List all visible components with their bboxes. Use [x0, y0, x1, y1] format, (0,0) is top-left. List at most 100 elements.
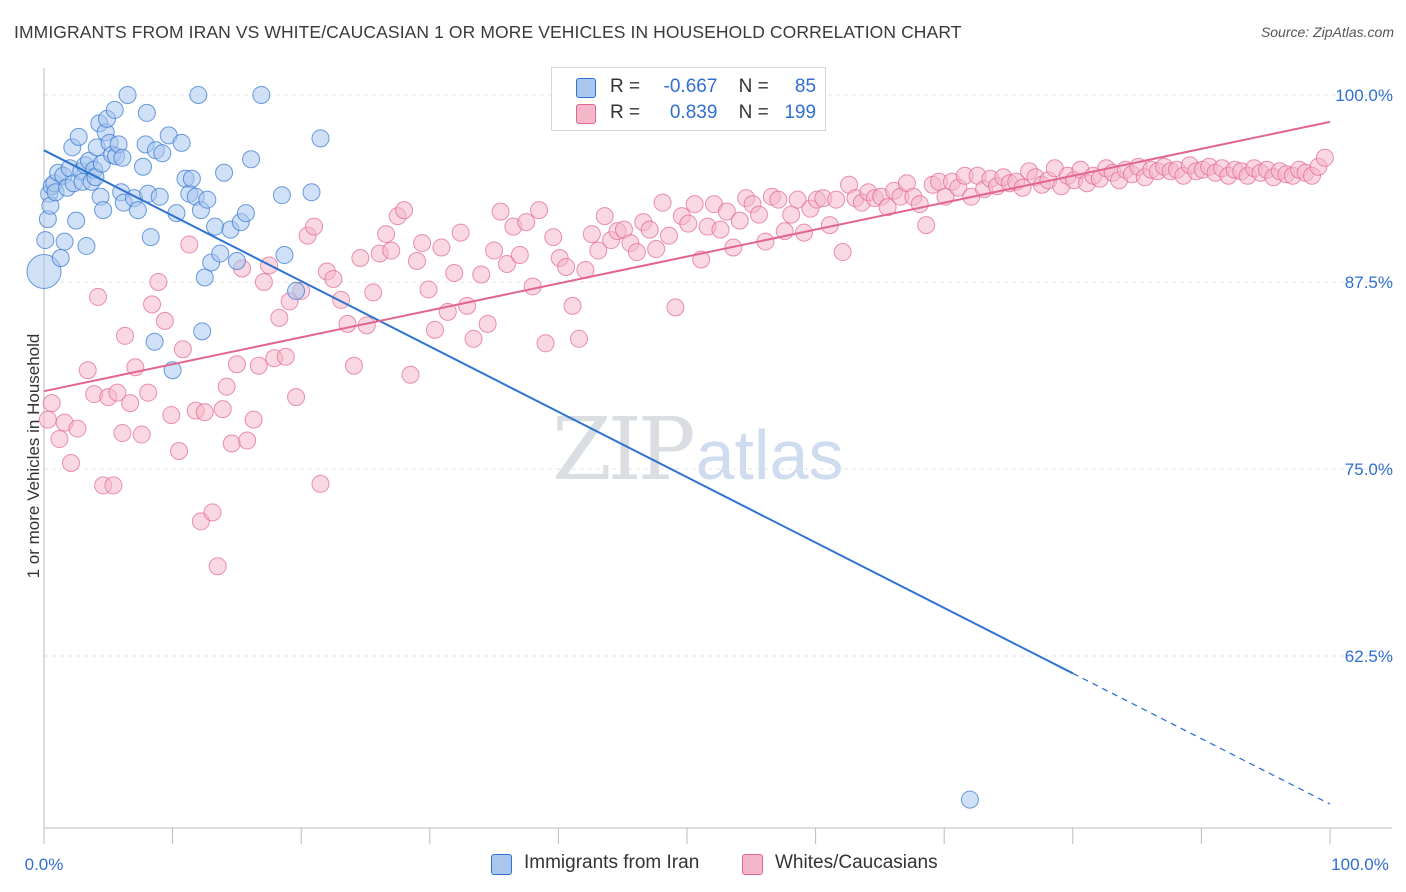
iran-point	[311, 129, 330, 148]
whites-point	[478, 314, 497, 333]
iran-point	[150, 187, 169, 206]
whites-point	[332, 290, 351, 309]
whites-point	[497, 255, 516, 274]
whites-point	[544, 228, 563, 247]
whites-point	[517, 213, 536, 232]
bottom-legend-swatch-whites	[742, 854, 763, 875]
whites-point	[833, 243, 852, 262]
bottom-legend-swatch-iran	[491, 854, 512, 875]
iran-point	[960, 790, 979, 809]
y-axis-label: 1 or more Vehicles in Household	[24, 333, 43, 579]
whites-point	[536, 334, 555, 353]
whites-point	[270, 308, 289, 327]
iran-point	[206, 217, 225, 236]
whites-point	[413, 234, 432, 253]
whites-point	[717, 202, 736, 221]
whites-point	[464, 329, 483, 348]
iran-point	[94, 201, 113, 220]
y-tick-label: 100.0%	[1335, 86, 1393, 105]
iran-point	[26, 253, 62, 289]
iran-point	[252, 85, 271, 104]
whites-point	[254, 272, 273, 291]
iran-point	[275, 246, 294, 265]
whites-point	[238, 431, 257, 450]
whites-point	[563, 296, 582, 315]
whites-point	[711, 220, 730, 239]
whites-point	[659, 226, 678, 245]
iran-point	[145, 332, 164, 351]
whites-point	[227, 355, 246, 374]
whites-point	[407, 252, 426, 271]
whites-point	[827, 190, 846, 209]
iran-point	[302, 183, 321, 202]
whites-point	[180, 235, 199, 254]
whites-point	[569, 329, 588, 348]
iran-point	[134, 157, 153, 176]
whites-point	[769, 190, 788, 209]
iran-point	[227, 252, 246, 271]
whites-point	[351, 249, 370, 268]
legend-r-value: -0.667	[663, 76, 718, 97]
whites-point	[68, 419, 87, 438]
iran-point	[153, 144, 172, 163]
legend-r-label: R =	[610, 76, 641, 97]
whites-point	[213, 400, 232, 419]
whites-point	[222, 434, 241, 453]
iran-point	[105, 100, 124, 119]
whites-point	[116, 326, 135, 345]
whites-point	[451, 223, 470, 242]
iran-point	[55, 232, 74, 251]
iran-trend-line-extension	[1072, 672, 1331, 805]
x-tick-label-max: 100.0%	[1331, 855, 1389, 874]
whites-point	[653, 193, 672, 212]
iran-point	[198, 190, 217, 209]
y-tick-label: 75.0%	[1345, 460, 1393, 479]
whites-point	[143, 295, 162, 314]
iran-point	[141, 228, 160, 247]
source-label: Source: ZipAtlas.com	[1260, 24, 1394, 40]
y-tick-label: 87.5%	[1345, 273, 1393, 292]
legend-n-value: 85	[794, 76, 817, 97]
iran-point	[128, 201, 147, 220]
whites-point	[627, 243, 646, 262]
iran-trend-line	[43, 149, 1074, 675]
legend-n-value: 199	[784, 102, 817, 123]
whites-point	[173, 340, 192, 359]
iran-point	[236, 204, 255, 223]
whites-point	[78, 361, 97, 380]
iran-point	[215, 163, 234, 182]
whites-point	[149, 272, 168, 291]
whites-point	[730, 211, 749, 230]
iran-point	[67, 211, 86, 230]
whites-point	[377, 225, 396, 244]
whites-point	[170, 442, 189, 461]
whites-point	[344, 356, 363, 375]
whites-point	[132, 425, 151, 444]
iran-point	[113, 148, 132, 167]
whites-point	[287, 388, 306, 407]
whites-point	[139, 383, 158, 402]
whites-point	[782, 205, 801, 224]
whites-point	[89, 287, 108, 306]
iran-point	[272, 186, 291, 205]
iran-point	[36, 231, 55, 250]
legend-swatch-iran	[576, 78, 596, 98]
whites-point	[50, 430, 69, 449]
legend-n-label: N =	[738, 102, 769, 123]
iran-point	[118, 85, 137, 104]
whites-point	[155, 311, 174, 330]
watermark: ZIPatlas	[552, 400, 843, 500]
iran-point	[211, 244, 230, 263]
whites-point	[432, 238, 451, 257]
x-tick-label-min: 0.0%	[25, 855, 64, 874]
whites-point	[364, 283, 383, 302]
whites-point	[382, 241, 401, 260]
whites-point	[445, 263, 464, 282]
whites-point	[401, 365, 420, 384]
whites-point	[244, 410, 263, 429]
whites-point	[491, 202, 510, 221]
whites-point	[595, 207, 614, 226]
whites-point	[647, 240, 666, 259]
whites-point	[203, 503, 222, 522]
iran-point	[167, 204, 186, 223]
